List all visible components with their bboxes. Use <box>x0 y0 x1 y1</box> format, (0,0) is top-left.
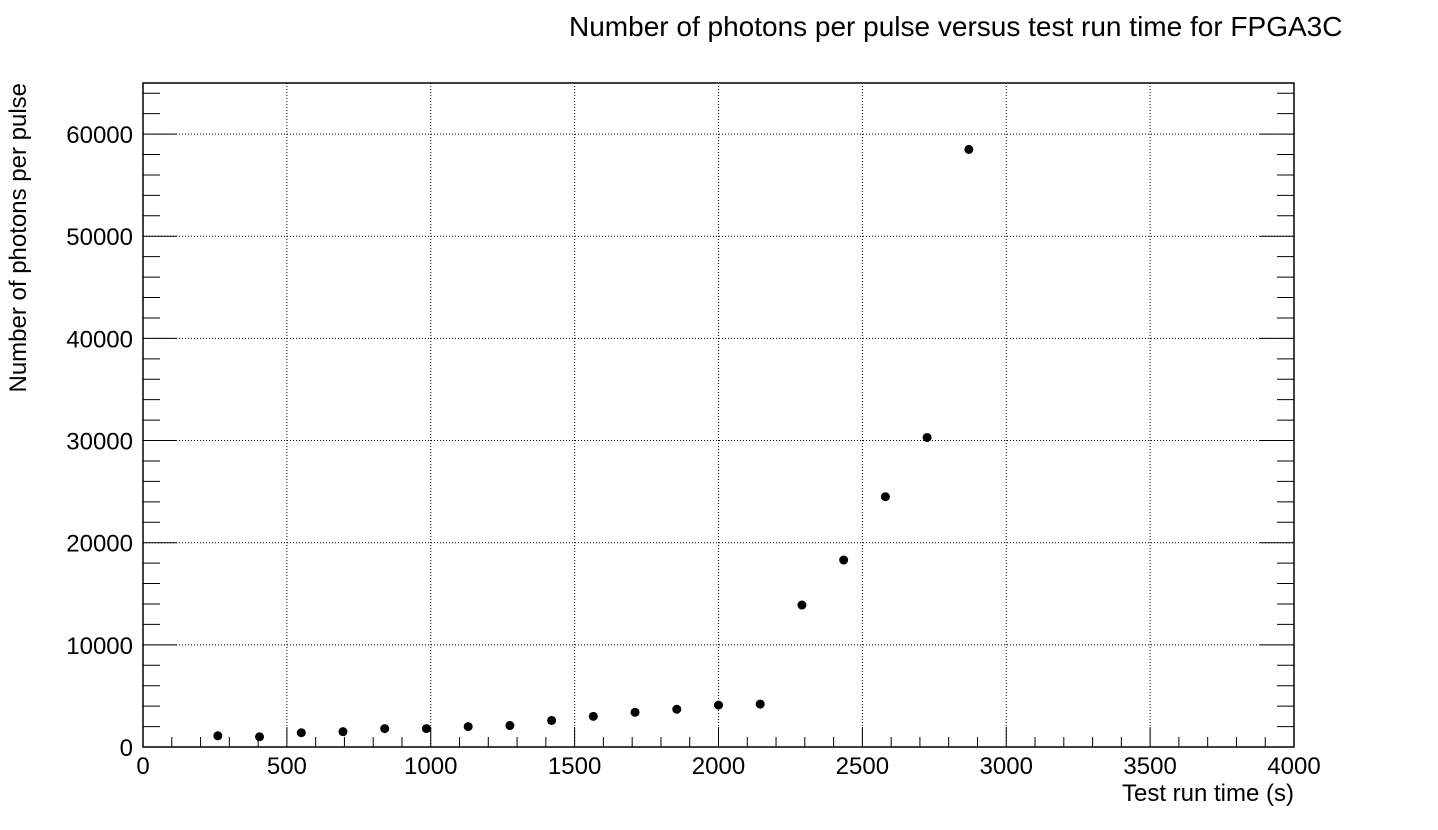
y-tick-labels: 0 10000 20000 30000 40000 50000 60000 <box>66 122 133 762</box>
y-tick-label: 40000 <box>66 326 133 353</box>
data-point <box>922 432 932 442</box>
data-point <box>505 721 515 731</box>
x-tick-label: 1500 <box>548 753 601 780</box>
x-tick-label: 1000 <box>404 753 457 780</box>
data-point <box>964 144 974 154</box>
y-tick-label: 10000 <box>66 633 133 660</box>
data-point <box>213 731 223 741</box>
y-tick-label: 20000 <box>66 531 133 558</box>
y-tick-label: 30000 <box>66 429 133 456</box>
plot-frame <box>142 82 1295 748</box>
data-point <box>797 600 807 610</box>
data-point <box>880 492 890 502</box>
data-point <box>588 711 598 721</box>
data-point <box>338 727 348 737</box>
data-points <box>213 144 974 742</box>
x-tick-label: 0 <box>136 753 149 780</box>
grid <box>143 83 1294 747</box>
y-axis-label: Number of photons per pulse <box>5 83 32 393</box>
data-point <box>755 699 765 709</box>
x-tick-label: 2500 <box>836 753 889 780</box>
data-point <box>463 722 473 732</box>
data-point <box>296 728 306 738</box>
chart-title: Number of photons per pulse versus test … <box>569 11 1342 42</box>
x-tick-label: 500 <box>267 753 307 780</box>
y-tick-label: 60000 <box>66 122 133 149</box>
x-tick-labels: 0 500 1000 1500 2000 2500 3000 3500 4000 <box>136 753 1320 780</box>
x-tick-label: 2000 <box>692 753 745 780</box>
y-tick-label: 0 <box>120 735 133 762</box>
data-point <box>839 555 849 565</box>
data-point <box>630 707 640 717</box>
data-point <box>380 724 390 734</box>
x-tick-label: 3000 <box>980 753 1033 780</box>
x-tick-label: 3500 <box>1123 753 1176 780</box>
x-axis-label: Test run time (s) <box>1122 780 1294 807</box>
data-point <box>672 704 682 714</box>
data-point <box>714 700 723 710</box>
x-tick-label: 4000 <box>1267 753 1320 780</box>
data-point <box>421 724 431 734</box>
axis-ticks <box>142 92 1295 748</box>
data-point <box>255 732 265 742</box>
y-tick-label: 50000 <box>66 224 133 251</box>
data-point <box>547 715 557 725</box>
